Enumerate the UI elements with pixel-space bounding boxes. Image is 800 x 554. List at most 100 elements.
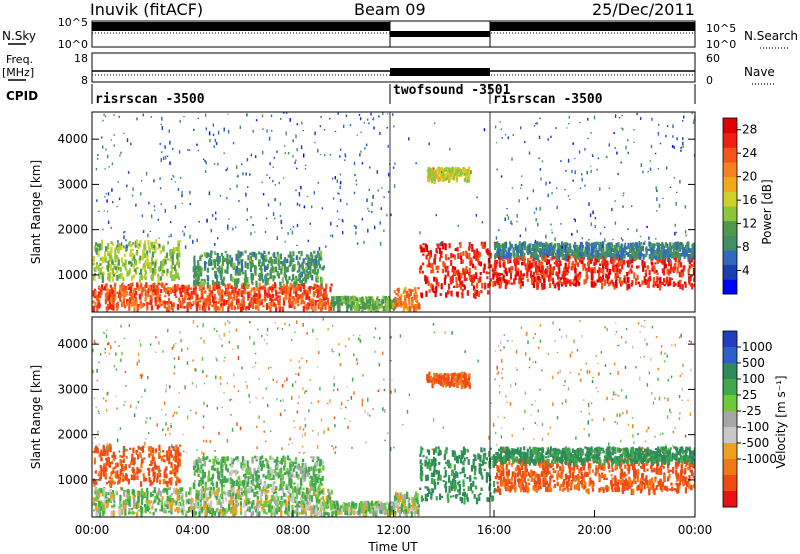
power-cell	[561, 284, 564, 287]
power-cell	[314, 266, 317, 271]
power-cell	[687, 247, 690, 251]
power-cell	[242, 304, 245, 310]
power-cell	[510, 266, 513, 273]
power-cell	[352, 304, 355, 309]
power-cell	[433, 258, 436, 265]
velocity-cell	[295, 493, 298, 500]
power-noise	[483, 128, 486, 132]
power-cell	[193, 261, 196, 267]
power-cell	[609, 258, 612, 263]
power-cell	[261, 279, 265, 283]
power-noise	[506, 208, 508, 210]
power-cell	[475, 248, 479, 255]
velocity-cell	[244, 499, 247, 504]
power-cell	[463, 271, 466, 275]
power-noise	[366, 118, 369, 121]
power-cell	[444, 243, 447, 251]
velocity-cell	[179, 508, 182, 513]
velocity-cell	[236, 488, 239, 495]
power-cell	[171, 288, 174, 293]
power-cell	[543, 244, 546, 248]
velocity-cell	[225, 491, 228, 496]
power-cell	[618, 268, 621, 274]
power-noise	[168, 235, 170, 238]
power-cell	[143, 265, 147, 273]
power-cell	[628, 270, 631, 275]
power-cell	[291, 267, 294, 271]
power-cell	[477, 260, 481, 265]
power-cell	[541, 247, 544, 253]
power-cell	[526, 248, 529, 253]
power-cell	[308, 285, 311, 290]
power-cell	[311, 254, 314, 260]
power-cell	[426, 176, 430, 182]
power-cell	[568, 261, 571, 265]
power-noise	[245, 192, 247, 197]
power-cell	[128, 304, 131, 311]
power-noise	[296, 223, 299, 228]
power-noise	[614, 200, 616, 202]
power-noise	[140, 192, 142, 196]
power-cell	[283, 297, 286, 301]
power-cell	[297, 294, 300, 298]
power-cell	[485, 271, 488, 275]
power-cell	[601, 282, 604, 290]
power-cell	[123, 305, 126, 309]
power-cell	[231, 289, 234, 293]
power-cell	[167, 290, 170, 295]
power-cell	[129, 261, 132, 264]
velocity-cell	[168, 446, 171, 450]
power-cell	[548, 246, 551, 251]
power-noise	[376, 170, 378, 174]
power-cell	[590, 249, 593, 256]
power-noise	[644, 240, 646, 242]
velocity-cell	[105, 457, 108, 461]
power-cell	[109, 304, 112, 310]
velocity-cell	[321, 505, 324, 509]
power-cell	[132, 300, 135, 306]
velocity-cell	[140, 499, 143, 505]
power-cell	[154, 268, 157, 274]
velocity-cell	[170, 476, 173, 482]
power-noise	[378, 115, 380, 118]
power-cell	[132, 263, 135, 269]
power-cell	[127, 284, 130, 287]
power-cell	[220, 297, 223, 302]
power-cell	[668, 261, 671, 267]
power-cell	[600, 252, 603, 259]
power-cell	[452, 266, 455, 269]
power-noise	[339, 199, 342, 202]
power-cell	[144, 240, 147, 244]
power-cell	[656, 248, 659, 252]
power-cell	[591, 247, 595, 254]
power-cell	[124, 286, 127, 290]
power-noise	[272, 166, 274, 168]
power-noise	[379, 241, 382, 246]
power-cell	[365, 303, 368, 309]
velocity-cell	[298, 512, 301, 515]
power-cell	[102, 256, 105, 262]
velocity-cell	[161, 496, 164, 500]
velocity-cell	[102, 452, 105, 457]
power-cell	[360, 305, 363, 310]
power-noise	[588, 239, 590, 241]
velocity-cell	[270, 495, 273, 499]
power-cell	[507, 257, 510, 264]
power-noise	[541, 160, 544, 163]
power-cell	[450, 292, 453, 295]
power-cell	[192, 287, 195, 295]
power-cell	[652, 283, 655, 288]
power-cell	[138, 243, 141, 246]
power-cell	[422, 243, 425, 246]
power-cell	[669, 263, 673, 270]
power-cell	[251, 251, 254, 257]
power-noise	[281, 227, 283, 229]
power-cell	[242, 301, 246, 308]
power-cell	[486, 248, 489, 255]
power-cell	[147, 288, 150, 293]
power-noise	[153, 205, 156, 208]
velocity-cell	[168, 452, 171, 458]
power-cell	[538, 241, 542, 248]
power-cell	[620, 253, 623, 260]
power-cell	[547, 274, 550, 278]
